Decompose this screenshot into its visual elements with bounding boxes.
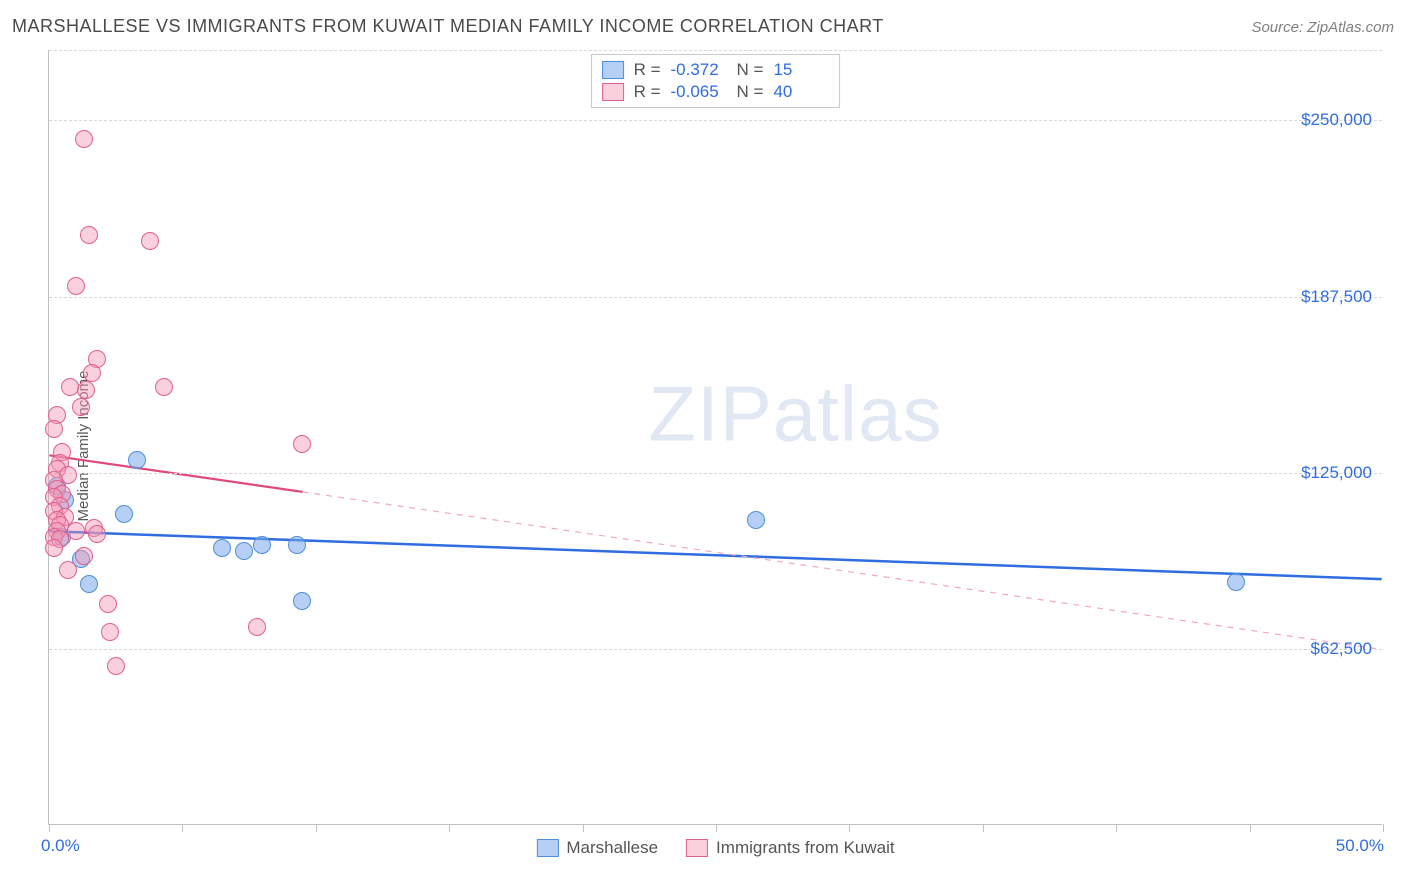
data-point — [61, 378, 79, 396]
legend-label: Marshallese — [566, 838, 658, 858]
data-point — [59, 561, 77, 579]
gridline — [49, 473, 1382, 474]
legend-swatch — [686, 839, 708, 857]
legend-item: Marshallese — [536, 838, 658, 858]
x-tick-label-min: 0.0% — [41, 836, 80, 856]
data-point — [101, 623, 119, 641]
x-tick — [49, 824, 50, 832]
r-label: R = — [634, 60, 661, 80]
series-swatch — [602, 61, 624, 79]
x-tick — [983, 824, 984, 832]
watermark-bold: ZIP — [648, 369, 772, 457]
n-value: 15 — [773, 60, 829, 80]
data-point — [288, 536, 306, 554]
data-point — [141, 232, 159, 250]
data-point — [67, 522, 85, 540]
r-value: -0.372 — [671, 60, 727, 80]
data-point — [88, 525, 106, 543]
data-point — [155, 378, 173, 396]
x-tick — [849, 824, 850, 832]
chart-title: MARSHALLESE VS IMMIGRANTS FROM KUWAIT ME… — [12, 16, 884, 37]
data-point — [1227, 573, 1245, 591]
data-point — [293, 592, 311, 610]
legend-label: Immigrants from Kuwait — [716, 838, 895, 858]
data-point — [80, 226, 98, 244]
watermark: ZIPatlas — [648, 368, 942, 459]
x-tick — [716, 824, 717, 832]
legend: Marshallese Immigrants from Kuwait — [536, 838, 894, 858]
r-label: R = — [634, 82, 661, 102]
data-point — [747, 511, 765, 529]
data-point — [213, 539, 231, 557]
data-point — [107, 657, 125, 675]
x-tick — [583, 824, 584, 832]
data-point — [293, 435, 311, 453]
stats-row: R = -0.065 N = 40 — [602, 81, 830, 103]
r-value: -0.065 — [671, 82, 727, 102]
data-point — [99, 595, 117, 613]
plot-area: ZIPatlas R =-0.372N =15R =-0.065N =40 Ma… — [48, 50, 1382, 825]
x-tick — [1250, 824, 1251, 832]
data-point — [248, 618, 266, 636]
trend-lines-layer — [49, 50, 1382, 824]
series-swatch — [602, 83, 624, 101]
y-tick-label: $187,500 — [1301, 287, 1372, 307]
x-tick-label-max: 50.0% — [1336, 836, 1384, 856]
data-point — [45, 420, 63, 438]
chart-source: Source: ZipAtlas.com — [1251, 19, 1394, 36]
n-label: N = — [737, 82, 764, 102]
data-point — [72, 398, 90, 416]
gridline — [49, 297, 1382, 298]
legend-item: Immigrants from Kuwait — [686, 838, 895, 858]
y-tick-label: $250,000 — [1301, 110, 1372, 130]
watermark-light: atlas — [773, 369, 943, 457]
chart-header: MARSHALLESE VS IMMIGRANTS FROM KUWAIT ME… — [12, 16, 1394, 37]
trend-line — [302, 492, 1381, 650]
gridline — [49, 649, 1382, 650]
x-tick — [316, 824, 317, 832]
x-tick — [182, 824, 183, 832]
data-point — [67, 277, 85, 295]
data-point — [75, 547, 93, 565]
x-tick — [449, 824, 450, 832]
stats-row: R = -0.372 N = 15 — [602, 59, 830, 81]
gridline — [49, 120, 1382, 121]
data-point — [128, 451, 146, 469]
legend-swatch — [536, 839, 558, 857]
data-point — [115, 505, 133, 523]
x-tick — [1116, 824, 1117, 832]
data-point — [77, 381, 95, 399]
data-point — [80, 575, 98, 593]
x-tick — [1383, 824, 1384, 832]
data-point — [83, 364, 101, 382]
data-point — [235, 542, 253, 560]
data-point — [253, 536, 271, 554]
y-tick-label: $125,000 — [1301, 463, 1372, 483]
n-label: N = — [737, 60, 764, 80]
gridline — [49, 50, 1382, 51]
data-point — [45, 539, 63, 557]
stats-box: R = -0.372 N = 15 R = -0.065 N = 40 — [591, 54, 841, 108]
data-point — [75, 130, 93, 148]
y-tick-label: $62,500 — [1311, 639, 1372, 659]
n-value: 40 — [773, 82, 829, 102]
